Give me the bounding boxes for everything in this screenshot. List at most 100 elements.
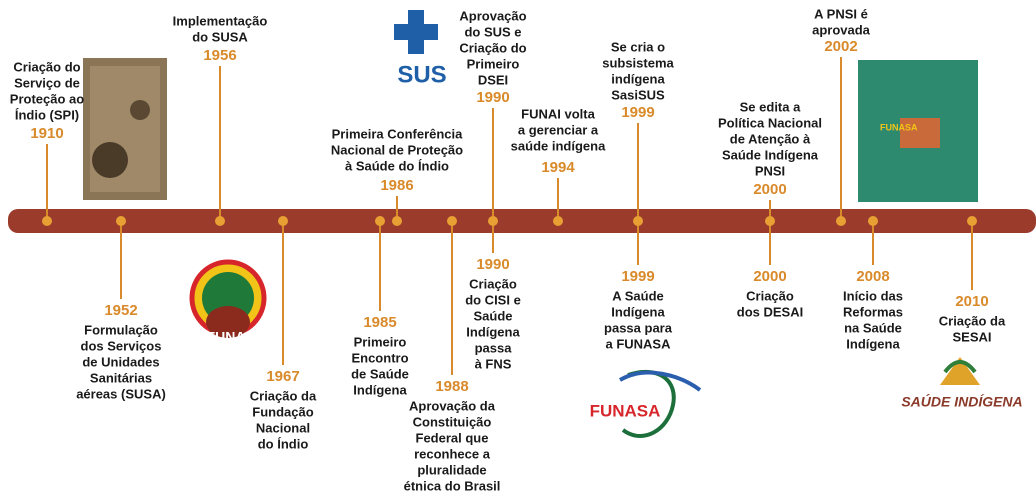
event-text: saúde indígena [511,138,606,153]
event-year: 1999 [621,104,654,121]
event-year: 2000 [753,268,786,285]
event-text: Criação da [939,313,1006,328]
event-year: 1990 [476,89,509,106]
event-year: 1967 [266,368,299,385]
timeline-dot [488,216,498,226]
saude-indigena-logo: SAÚDE INDÍGENA [901,357,1023,410]
event-text: a gerenciar a [518,122,599,137]
event-year: 1986 [380,177,413,194]
event-text: Reformas [843,304,903,319]
saude-indigena-text: SAÚDE INDÍGENA [901,393,1022,410]
event-text: Criação do [459,40,526,55]
event-text: passa [475,340,513,355]
event-text: do SUS e [464,24,521,39]
event-text: Encontro [351,350,408,365]
event-text: à FNS [475,356,512,371]
event-text: Indígena [846,336,900,351]
event-text: SasiSUS [611,87,665,102]
event-text: Se edita a [740,99,801,114]
funasa-text: FUNASA [590,401,661,420]
event-text: a FUNASA [605,336,671,351]
event-year: 2010 [955,293,988,310]
event-text: DSEI [478,72,508,87]
event-text: Criação [469,276,517,291]
event-text: Serviço de [14,75,80,90]
timeline-dot [633,216,643,226]
event-text: do CISI e [465,292,521,307]
event-text: Constituição [413,414,492,429]
event-text: PNSI [755,163,785,178]
event-text: dos Serviços [81,338,162,353]
event-text: Se cria o [611,39,665,54]
event-text: Aprovação [459,8,526,23]
event-text: indígena [611,71,665,86]
book-cover: FUNASA [858,60,978,202]
event-text: Índio (SPI) [15,107,79,122]
event-text: Aprovação da [409,398,496,413]
event-text: Formulação [84,322,158,337]
event-text: de Atenção à [730,131,811,146]
event-text: Nacional [256,420,310,435]
event-text: aéreas (SUSA) [76,386,166,401]
event-year: 1985 [363,314,396,331]
sus-text: SUS [397,61,446,88]
event-text: A PNSI é [814,6,868,21]
event-text: aprovada [812,22,871,37]
timeline-dot [765,216,775,226]
event-text: dos DESAI [737,304,803,319]
event-year: 2000 [753,181,786,198]
funasa-logo: FUNASA [590,369,702,438]
event-text: passa para [604,320,673,335]
event-text: reconhece a [414,446,491,461]
event-text: Sanitárias [90,370,152,385]
event-year: 1999 [621,268,654,285]
event-text: Fundação [252,404,313,419]
event-text: Primeira Conferência [332,126,464,141]
timeline-bar [8,209,1036,233]
event-text: de Saúde [351,366,409,381]
timeline-dot [967,216,977,226]
sus-logo: SUS [394,10,447,88]
timeline-dot [42,216,52,226]
event-text: Nacional de Proteção [331,142,463,157]
event-text: Início das [843,288,903,303]
timeline-dot [447,216,457,226]
event-text: étnica do Brasil [404,478,501,493]
event-year: 1956 [203,47,236,64]
event-year: 1988 [435,378,468,395]
timeline-dot [836,216,846,226]
event-text: pluralidade [417,462,486,477]
event-text: Proteção ao [10,91,84,106]
event-text: A Saúde [612,288,664,303]
event-year: 2002 [824,38,857,55]
timeline-dot [868,216,878,226]
funai-logo: FUNAI [189,259,267,345]
timeline-dot [375,216,385,226]
event-text: FUNAI volta [521,106,595,121]
event-text: Indígena [466,324,520,339]
event-text: do SUSA [192,29,248,44]
event-text: de Unidades [82,354,159,369]
timeline-dot [392,216,402,226]
event-text: Criação [746,288,794,303]
event-text: na Saúde [844,320,902,335]
photo [83,58,167,200]
event-year: 1910 [30,125,63,142]
event-text: Criação do [13,59,80,74]
timeline-dot [553,216,563,226]
book-text: FUNASA [880,122,918,132]
event-text: subsistema [602,55,674,70]
event-text: Saúde [473,308,512,323]
event-year: 1952 [104,302,137,319]
timeline-dot [278,216,288,226]
event-text: Saúde Indígena [722,147,819,162]
event-text: SESAI [952,329,991,344]
event-year: 2008 [856,268,889,285]
event-text: Indígena [353,382,407,397]
event-text: Implementação [173,13,268,28]
event-text: Federal que [416,430,489,445]
event-text: à Saúde do Índio [345,158,449,173]
event-year: 1990 [476,256,509,273]
timeline-dot [116,216,126,226]
